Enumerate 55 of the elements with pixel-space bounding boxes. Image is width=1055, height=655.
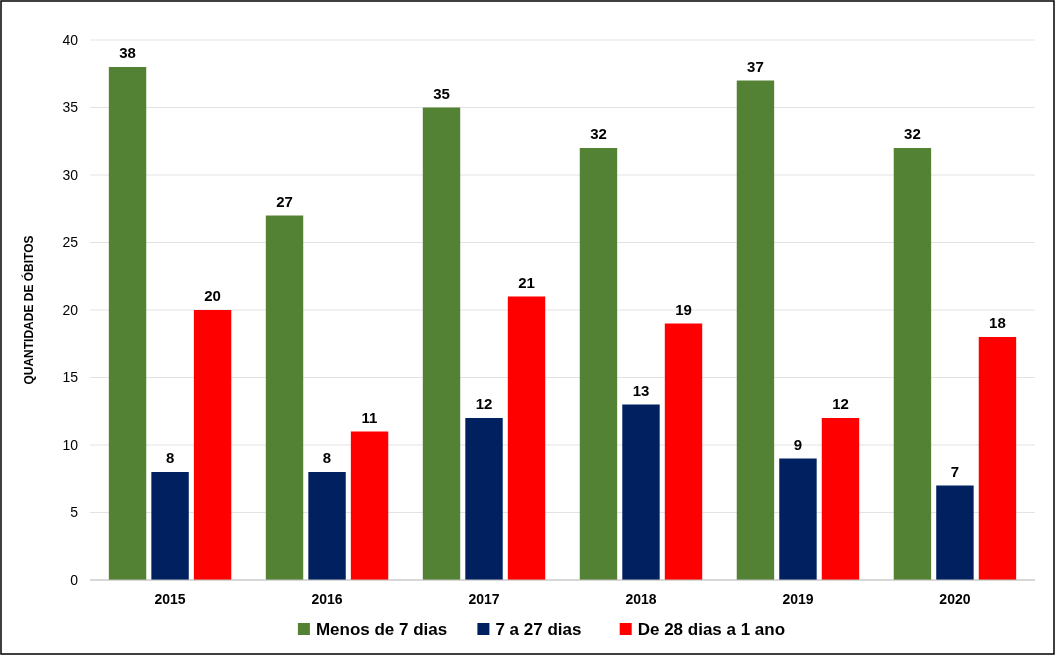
- y-tick-label: 30: [62, 166, 79, 183]
- y-tick-label: 40: [62, 31, 79, 48]
- y-tick-label: 0: [70, 571, 79, 588]
- data-label: 37: [747, 57, 764, 75]
- data-label: 12: [475, 395, 493, 412]
- bar: [193, 310, 232, 580]
- bar: [265, 215, 304, 580]
- data-label: 27: [276, 192, 293, 210]
- bar: [622, 404, 660, 580]
- y-axis-title: QUANTIDADE DE ÓBITOS: [21, 235, 36, 385]
- data-label: 8: [165, 449, 175, 466]
- y-tick-label: 5: [70, 504, 79, 521]
- bar: [151, 472, 189, 580]
- data-label: 11: [361, 408, 378, 426]
- data-label: 13: [632, 381, 650, 399]
- legend-label: 7 a 27 dias: [495, 619, 582, 639]
- bar: [507, 296, 546, 580]
- bar: [978, 337, 1017, 580]
- bar: [579, 148, 618, 580]
- data-label: 32: [904, 125, 921, 142]
- bar: [422, 107, 461, 580]
- bar: [821, 418, 860, 580]
- bar: [779, 458, 817, 580]
- bar: [350, 431, 389, 580]
- data-label: 19: [675, 300, 692, 318]
- bar: [465, 418, 503, 580]
- bar: [893, 148, 932, 580]
- x-tick-label: 2020: [939, 591, 971, 607]
- y-tick-label: 10: [62, 436, 79, 453]
- data-label: 38: [119, 44, 136, 61]
- bar: [736, 80, 775, 580]
- legend-label: De 28 dias a 1 ano: [637, 619, 786, 639]
- bar: [108, 67, 147, 580]
- x-tick-label: 2017: [468, 591, 500, 607]
- data-label: 32: [590, 125, 607, 142]
- data-label: 21: [518, 273, 535, 291]
- x-tick-label: 2016: [311, 591, 343, 607]
- data-label: 18: [989, 314, 1006, 331]
- y-tick-label: 35: [62, 99, 79, 116]
- data-label: 7: [950, 462, 960, 480]
- y-tick-label: 15: [62, 369, 79, 386]
- y-tick-label: 25: [62, 234, 79, 251]
- data-label: 12: [832, 395, 849, 412]
- data-label: 35: [433, 84, 450, 102]
- x-tick-label: 2019: [782, 591, 814, 607]
- data-label: 8: [322, 449, 332, 466]
- data-label: 20: [204, 287, 221, 304]
- y-tick-label: 20: [62, 301, 79, 318]
- data-label: 9: [793, 435, 803, 453]
- bar: [936, 485, 974, 580]
- bar: [308, 472, 346, 580]
- x-tick-label: 2018: [625, 591, 657, 607]
- bar: [664, 323, 703, 580]
- x-tick-label: 2015: [154, 591, 186, 607]
- legend-label: Menos de 7 dias: [315, 619, 448, 639]
